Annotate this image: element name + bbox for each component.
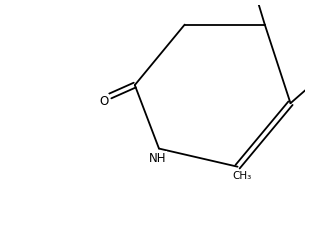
Text: CH₃: CH₃ xyxy=(232,171,251,181)
Text: NH: NH xyxy=(149,152,166,165)
Text: O: O xyxy=(99,95,108,108)
